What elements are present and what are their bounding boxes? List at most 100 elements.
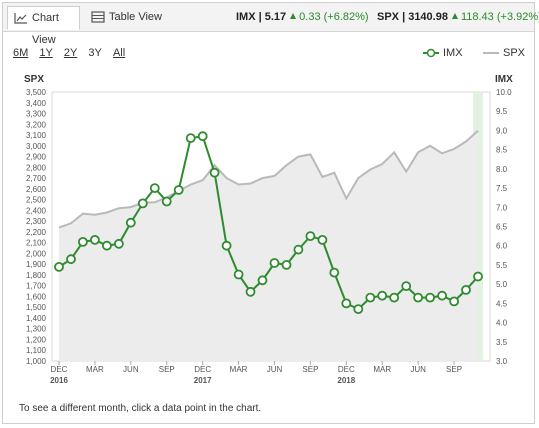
imx-data-point[interactable] <box>257 275 268 286</box>
x-tick-label: DEC <box>338 365 355 374</box>
imx-data-point[interactable] <box>173 185 184 195</box>
right-tick-label: 10.0 <box>496 88 512 97</box>
imx-data-point[interactable] <box>66 254 76 265</box>
line-chart-icon <box>14 13 27 24</box>
right-tick-label: 3.0 <box>496 357 508 366</box>
imx-data-point[interactable] <box>114 238 124 249</box>
legend-imx[interactable]: IMX <box>423 47 463 59</box>
left-tick-label: 2,500 <box>26 196 47 205</box>
imx-data-point[interactable] <box>54 261 64 272</box>
imx-data-point[interactable] <box>293 244 304 255</box>
imx-data-point[interactable] <box>221 240 232 251</box>
imx-data-point[interactable] <box>341 298 352 309</box>
imx-data-point[interactable] <box>197 131 208 142</box>
left-tick-label: 1,100 <box>26 346 47 355</box>
left-tick-label: 2,700 <box>26 174 47 183</box>
left-tick-label: 2,800 <box>26 163 47 172</box>
imx-data-point[interactable] <box>389 292 400 303</box>
imx-data-point[interactable] <box>461 284 471 295</box>
tab-chart-view-label: Chart View <box>32 12 59 46</box>
tab-chart-view[interactable]: Chart View <box>7 6 80 46</box>
imx-data-point[interactable] <box>401 281 412 292</box>
left-tick-label: 1,700 <box>26 282 47 291</box>
imx-data-point[interactable] <box>365 292 376 303</box>
right-tick-label: 3.5 <box>496 338 508 347</box>
legend-spx[interactable]: SPX <box>483 47 525 59</box>
imx-data-point[interactable] <box>281 259 292 270</box>
imx-data-point[interactable] <box>185 133 196 144</box>
right-tick-label: 5.0 <box>496 280 508 289</box>
left-tick-label: 2,000 <box>26 249 47 258</box>
imx-quote-label: IMX | 5.17 <box>236 11 287 23</box>
left-axis-title: SPX <box>24 74 44 85</box>
imx-data-point[interactable] <box>473 271 483 282</box>
range-6m[interactable]: 6M <box>13 47 29 59</box>
imx-data-point[interactable] <box>209 167 220 178</box>
imx-data-point[interactable] <box>137 198 148 209</box>
left-tick-label: 1,000 <box>26 357 47 366</box>
imx-data-point[interactable] <box>437 290 448 301</box>
left-tick-label: 2,600 <box>26 185 47 194</box>
right-tick-label: 7.5 <box>496 184 508 193</box>
left-tick-label: 2,300 <box>26 217 47 226</box>
imx-data-point[interactable] <box>125 217 136 228</box>
range-all[interactable]: All <box>112 47 126 59</box>
imx-data-point[interactable] <box>413 292 424 303</box>
right-tick-label: 7.0 <box>496 203 508 212</box>
right-tick-label: 6.5 <box>496 223 508 232</box>
imx-data-point[interactable] <box>353 304 364 315</box>
range-1y[interactable]: 1Y <box>39 47 53 59</box>
imx-data-point[interactable] <box>425 292 436 303</box>
x-tick-label: JUN <box>410 365 426 374</box>
right-tick-label: 4.5 <box>496 299 508 308</box>
imx-data-point[interactable] <box>245 286 256 297</box>
x-tick-label: JUN <box>123 365 139 374</box>
table-icon <box>91 11 105 23</box>
right-tick-label: 9.0 <box>496 126 508 135</box>
legend-imx-label: IMX <box>443 47 463 59</box>
spx-quote-label: SPX | 3140.98 <box>377 11 448 23</box>
x-tick-label: SEP <box>446 365 462 374</box>
spx-series-line <box>58 129 479 229</box>
imx-data-point[interactable] <box>233 269 244 280</box>
up-arrow-icon <box>290 13 297 19</box>
up-arrow-icon <box>451 13 458 19</box>
imx-data-point[interactable] <box>377 290 388 301</box>
imx-data-point[interactable] <box>449 296 460 307</box>
right-tick-label: 8.5 <box>496 146 508 155</box>
left-tick-label: 2,900 <box>26 153 47 162</box>
range-selector: 6M 1Y 2Y 3Y All <box>13 47 133 59</box>
imx-data-point[interactable] <box>78 236 88 247</box>
imx-data-point[interactable] <box>90 234 100 245</box>
range-2y[interactable]: 2Y <box>63 47 78 59</box>
left-tick-label: 3,000 <box>26 142 47 151</box>
x-tick-label: MAR <box>373 365 391 374</box>
x-tick-label: DEC <box>51 365 68 374</box>
imx-data-point[interactable] <box>317 234 328 245</box>
x-tick-label: SEP <box>302 365 318 374</box>
imx-data-point[interactable] <box>269 258 280 268</box>
tab-table-view-label: Table View <box>109 11 162 23</box>
left-tick-label: 1,300 <box>26 325 47 334</box>
x-tick-year: 2016 <box>50 376 68 385</box>
imx-data-point[interactable] <box>149 183 160 194</box>
left-tick-label: 2,200 <box>26 228 47 237</box>
spx-legend-marker <box>483 52 499 54</box>
range-3y[interactable]: 3Y <box>88 47 102 59</box>
left-tick-label: 3,400 <box>26 99 47 108</box>
imx-data-point[interactable] <box>329 267 340 278</box>
left-tick-label: 3,500 <box>26 88 47 97</box>
x-tick-label: MAR <box>86 365 104 374</box>
x-tick-label: MAR <box>230 365 248 374</box>
imx-quote: IMX | 5.17 0.33 (+6.82%) <box>236 11 369 23</box>
spx-quote-change: 118.43 (+3.92%) <box>460 11 539 23</box>
left-tick-label: 3,200 <box>26 120 47 129</box>
imx-data-point[interactable] <box>305 231 316 242</box>
imx-data-point[interactable] <box>161 196 172 207</box>
left-tick-label: 3,100 <box>26 131 47 140</box>
left-tick-label: 2,400 <box>26 206 47 215</box>
x-tick-label: SEP <box>159 365 175 374</box>
imx-data-point[interactable] <box>102 240 112 251</box>
tab-table-view[interactable]: Table View <box>85 6 165 30</box>
